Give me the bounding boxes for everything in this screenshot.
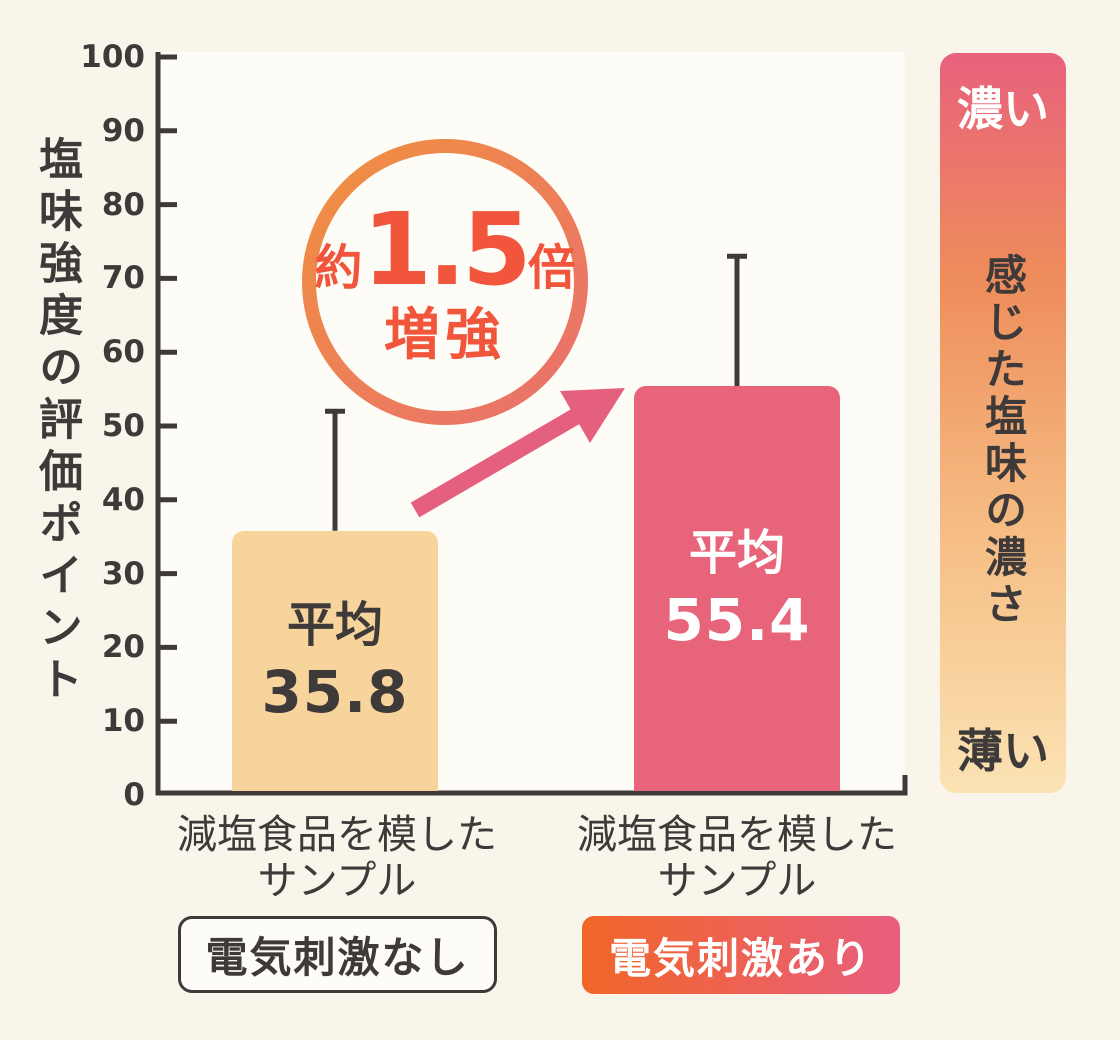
badge-line2: 増強	[384, 303, 506, 368]
category-line: サンプル	[657, 858, 817, 904]
legend-no-stimulation: 電気刺激なし	[178, 916, 497, 993]
y-tick-label: 10	[101, 703, 145, 740]
y-tick-label: 50	[101, 408, 145, 444]
category-line: 減塩食品を模した	[177, 812, 497, 858]
bar-mean-label: 平均	[286, 596, 383, 653]
badge-suffix: 倍	[527, 240, 576, 296]
scale-strong-label: 濃い	[957, 82, 1049, 136]
multiplier-ring	[302, 139, 588, 425]
y-tick-label: 60	[101, 334, 145, 371]
bar-value: 35.8	[261, 657, 409, 726]
y-tick-label: 0	[123, 777, 145, 813]
y-axis-title: 塩味強度の評価ポイント	[31, 136, 82, 708]
legend-with-stimulation: 電気刺激あり	[582, 916, 900, 994]
y-tick-label: 30	[101, 555, 145, 592]
y-tick-label: 90	[101, 112, 145, 149]
multiplier-badge-line1: 約 1.5 倍	[314, 200, 575, 300]
y-tick-label: 70	[101, 260, 145, 297]
category-label-no-stim: 減塩食品を模した サンプル	[117, 812, 557, 904]
bar-with-stimulation: 平均 55.4	[634, 386, 840, 791]
bar-no-stimulation: 平均 35.8	[232, 530, 438, 791]
category-line: サンプル	[257, 858, 417, 904]
multiplier-badge: 約 1.5 倍 増強	[305, 142, 585, 422]
badge-multiplier: 1.5	[362, 191, 531, 308]
y-tick-label: 40	[101, 481, 145, 518]
scale-axis-label: 感じた塩味の濃さ	[978, 253, 1028, 629]
increase-arrow-icon	[410, 388, 625, 518]
saltiness-scale-bar: 濃い 感じた塩味の濃さ 薄い	[940, 53, 1066, 793]
bar-value: 55.4	[663, 585, 811, 654]
y-tick-label: 80	[101, 186, 145, 223]
category-line: 減塩食品を模した	[577, 812, 897, 858]
bar-mean-label: 平均	[688, 524, 785, 581]
badge-prefix: 約	[314, 240, 363, 296]
category-label-stim: 減塩食品を模した サンプル	[517, 812, 957, 904]
y-tick-label: 20	[101, 629, 145, 666]
y-tick-label: 100	[80, 39, 145, 75]
axis-line	[155, 52, 908, 796]
scale-weak-label: 薄い	[957, 724, 1049, 778]
